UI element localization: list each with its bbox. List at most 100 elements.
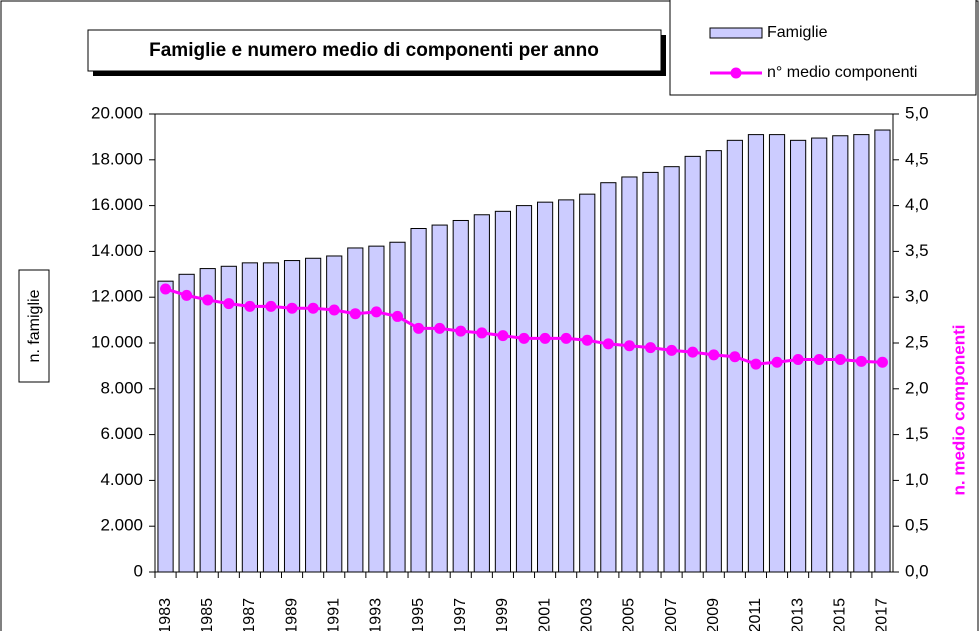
bar (452, 219, 469, 573)
y-tick-label: 8.000 (100, 378, 143, 397)
y2-tick-label: 3,5 (905, 241, 929, 260)
line-point (181, 289, 193, 301)
bar (157, 280, 174, 573)
line-point (370, 306, 382, 318)
y-tick-label: 12.000 (91, 287, 143, 306)
line-point (876, 356, 888, 368)
x-tick-label: 2007 (663, 598, 680, 631)
y-tick-label: 18.000 (91, 149, 143, 168)
bar (747, 134, 765, 573)
line-point (160, 283, 172, 295)
line-point (434, 322, 446, 334)
line-point (813, 353, 825, 365)
x-tick-label: 2015 (832, 598, 849, 631)
line-point (855, 355, 867, 367)
x-tick-label: 2009 (705, 598, 722, 631)
y-tick-label: 6.000 (100, 424, 143, 443)
bar (262, 262, 280, 573)
line-point (645, 342, 657, 354)
line-point (750, 358, 762, 370)
y2-tick-label: 2,5 (905, 332, 929, 351)
y2-tick-label: 5,0 (905, 103, 929, 122)
legend-box (669, 0, 977, 96)
line-point (328, 304, 340, 316)
x-tick-label: 1989 (283, 598, 300, 631)
bar (347, 247, 364, 573)
y-tick-label: 16.000 (91, 195, 143, 214)
bar (368, 245, 385, 573)
title-box (87, 29, 662, 72)
chart-title: Famiglie e numero medio di componenti pe… (149, 40, 599, 61)
line-point (349, 308, 361, 320)
bar (600, 182, 617, 573)
line-point (223, 298, 235, 310)
y-tick-label: 0 (134, 561, 143, 580)
bar (494, 210, 512, 573)
line-point (666, 344, 678, 356)
line-point (455, 325, 467, 337)
x-tick-label: 1993 (368, 598, 385, 631)
y2-tick-label: 2,0 (905, 378, 929, 397)
x-tick-label: 2011 (747, 598, 764, 631)
x-tick-label: 2017 (874, 598, 891, 631)
line-point (708, 349, 720, 361)
line-point (497, 330, 509, 342)
bar (684, 155, 701, 573)
bar (305, 257, 322, 573)
bar (326, 255, 343, 573)
y-tick-label: 10.000 (91, 332, 143, 351)
x-tick-label: 1987 (241, 598, 258, 631)
line-point (834, 353, 846, 365)
x-tick-label: 1985 (199, 598, 216, 631)
legend-label: Famiglie (767, 24, 828, 41)
y2-tick-label: 1,0 (905, 470, 929, 489)
y-axis-label: n. famiglie (26, 289, 43, 362)
bar (410, 228, 427, 573)
bar (473, 214, 490, 573)
bar (220, 265, 237, 573)
x-tick-label: 1991 (325, 598, 342, 631)
x-tick-label: 2013 (789, 598, 806, 631)
x-tick-label: 1997 (452, 598, 469, 631)
line-point (391, 310, 403, 322)
bar (536, 201, 554, 573)
y2-axis-label: n. medio componenti (949, 325, 968, 496)
bar (178, 273, 195, 573)
x-tick-label: 1995 (410, 598, 427, 631)
y-tick-label: 4.000 (100, 470, 143, 489)
line-point (476, 327, 488, 339)
y-tick-label: 2.000 (100, 516, 143, 535)
x-tick-label: 2001 (536, 598, 553, 631)
bar (579, 193, 596, 573)
bar (832, 135, 849, 573)
bar (621, 176, 638, 573)
y2-tick-label: 4,5 (905, 149, 929, 168)
bar (515, 205, 533, 573)
bar (389, 241, 406, 573)
legend-label: n° medio componenti (767, 64, 917, 81)
line-point (771, 356, 783, 368)
y2-tick-label: 4,0 (905, 195, 929, 214)
legend-swatch-point (730, 67, 742, 79)
line-point (265, 300, 277, 312)
bar (853, 134, 870, 573)
line-point (792, 353, 804, 365)
x-tick-label: 1983 (157, 598, 174, 631)
line-point (244, 300, 256, 312)
x-tick-label: 2003 (578, 598, 595, 631)
y2-tick-label: 0,0 (905, 561, 929, 580)
line-point (623, 340, 635, 352)
bar (241, 262, 258, 573)
line-point (581, 334, 593, 346)
line-point (539, 332, 551, 344)
bar (558, 199, 575, 573)
bar (431, 224, 448, 573)
y2-tick-label: 3,0 (905, 287, 929, 306)
x-tick-label: 1999 (494, 598, 511, 631)
bar (663, 166, 680, 573)
y2-tick-label: 1,5 (905, 424, 929, 443)
line-point (202, 294, 214, 306)
line-point (413, 322, 425, 334)
bar (199, 268, 216, 573)
